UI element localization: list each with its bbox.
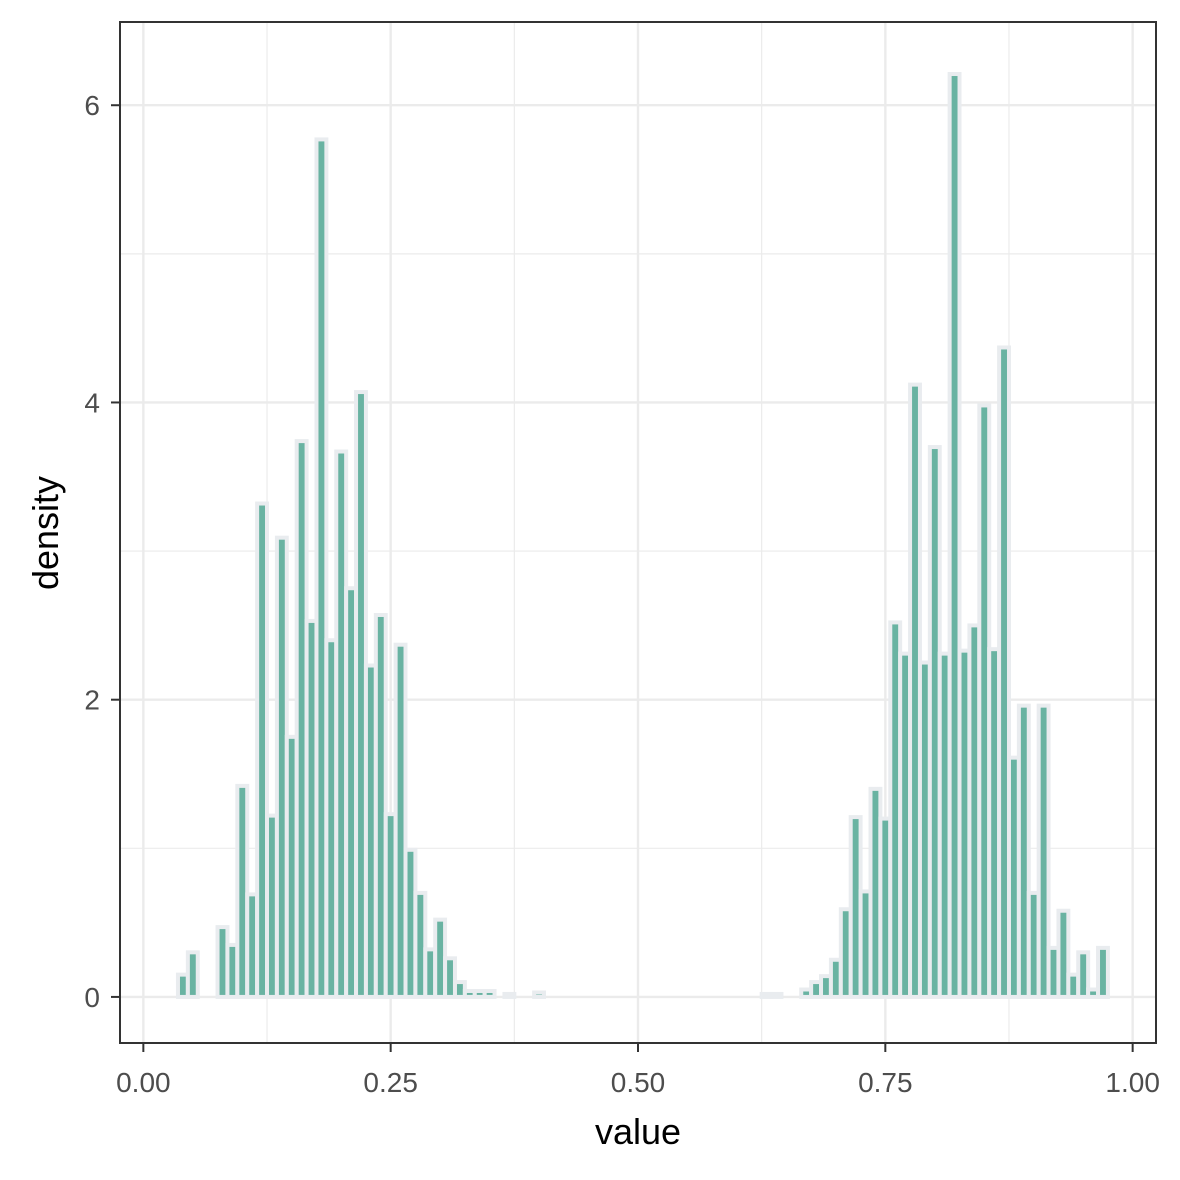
- histogram-bar: [1076, 950, 1091, 999]
- x-tick-label: 0.50: [611, 1067, 666, 1098]
- x-tick-label: 0.75: [858, 1067, 913, 1098]
- histogram-bar: [1096, 945, 1110, 999]
- y-axis-ticks: 0 2 4 6: [84, 90, 120, 1013]
- histogram-bar: [443, 956, 457, 999]
- y-tick-label: 2: [84, 685, 100, 716]
- y-axis-title: density: [25, 476, 66, 590]
- y-tick-label: 6: [84, 90, 100, 121]
- histogram-bars: [175, 72, 1110, 999]
- x-tick-label: 0.00: [116, 1067, 171, 1098]
- histogram-bar: [393, 642, 408, 999]
- histogram-bar: [413, 890, 428, 999]
- x-axis-ticks: 0.00 0.25 0.50 0.75 1.00: [116, 1043, 1160, 1098]
- x-tick-label: 0.25: [363, 1067, 418, 1098]
- x-tick-label: 1.00: [1105, 1067, 1160, 1098]
- histogram-bar: [502, 991, 517, 999]
- histogram-bar: [1056, 908, 1071, 999]
- histogram-bar: [482, 988, 497, 999]
- histogram-bar: [997, 345, 1011, 999]
- y-tick-label: 4: [84, 387, 100, 418]
- histogram-bar: [947, 72, 962, 999]
- histogram-bar: [769, 991, 784, 999]
- x-axis-title: value: [595, 1111, 681, 1152]
- histogram-bar: [314, 137, 329, 999]
- histogram-bar: [255, 501, 270, 999]
- histogram-bar: [235, 783, 250, 999]
- histogram-bar: [1036, 703, 1051, 999]
- histogram-bar: [373, 612, 388, 999]
- histogram-bar: [532, 990, 547, 999]
- histogram-bar: [1016, 703, 1031, 999]
- y-tick-label: 0: [84, 982, 100, 1013]
- histogram-bar: [185, 950, 200, 999]
